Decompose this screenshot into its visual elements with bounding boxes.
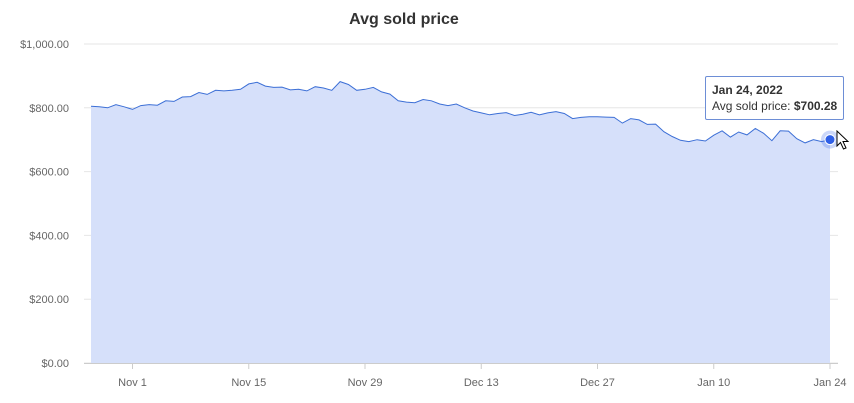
x-tick-label: Nov 15 xyxy=(231,377,266,389)
y-tick-label: $600.00 xyxy=(29,167,69,179)
x-tick-label: Dec 13 xyxy=(464,377,499,389)
y-tick-label: $200.00 xyxy=(29,294,69,306)
x-tick-label: Jan 24 xyxy=(813,377,846,389)
y-tick-label: $400.00 xyxy=(29,230,69,242)
tooltip-date: Jan 24, 2022 xyxy=(712,83,783,97)
series-line xyxy=(90,81,831,144)
y-tick-label: $1,000.00 xyxy=(20,39,69,51)
x-tick-label: Dec 27 xyxy=(580,377,615,389)
tooltip-label: Avg sold price: xyxy=(712,99,791,113)
series-area xyxy=(91,81,830,363)
hover-point xyxy=(824,134,836,146)
y-tick-label: $800.00 xyxy=(29,103,69,115)
y-tick-label: $0.00 xyxy=(41,358,69,370)
x-tick-label: Nov 29 xyxy=(348,377,383,389)
chart-tooltip: Jan 24, 2022 Avg sold price: $700.28 xyxy=(705,76,844,120)
x-tick-label: Jan 10 xyxy=(697,377,730,389)
chart-title: Avg sold price xyxy=(349,11,459,28)
tooltip-value: $700.28 xyxy=(793,99,838,113)
mouse-pointer-icon xyxy=(836,130,850,150)
x-tick-label: Nov 1 xyxy=(118,377,147,389)
